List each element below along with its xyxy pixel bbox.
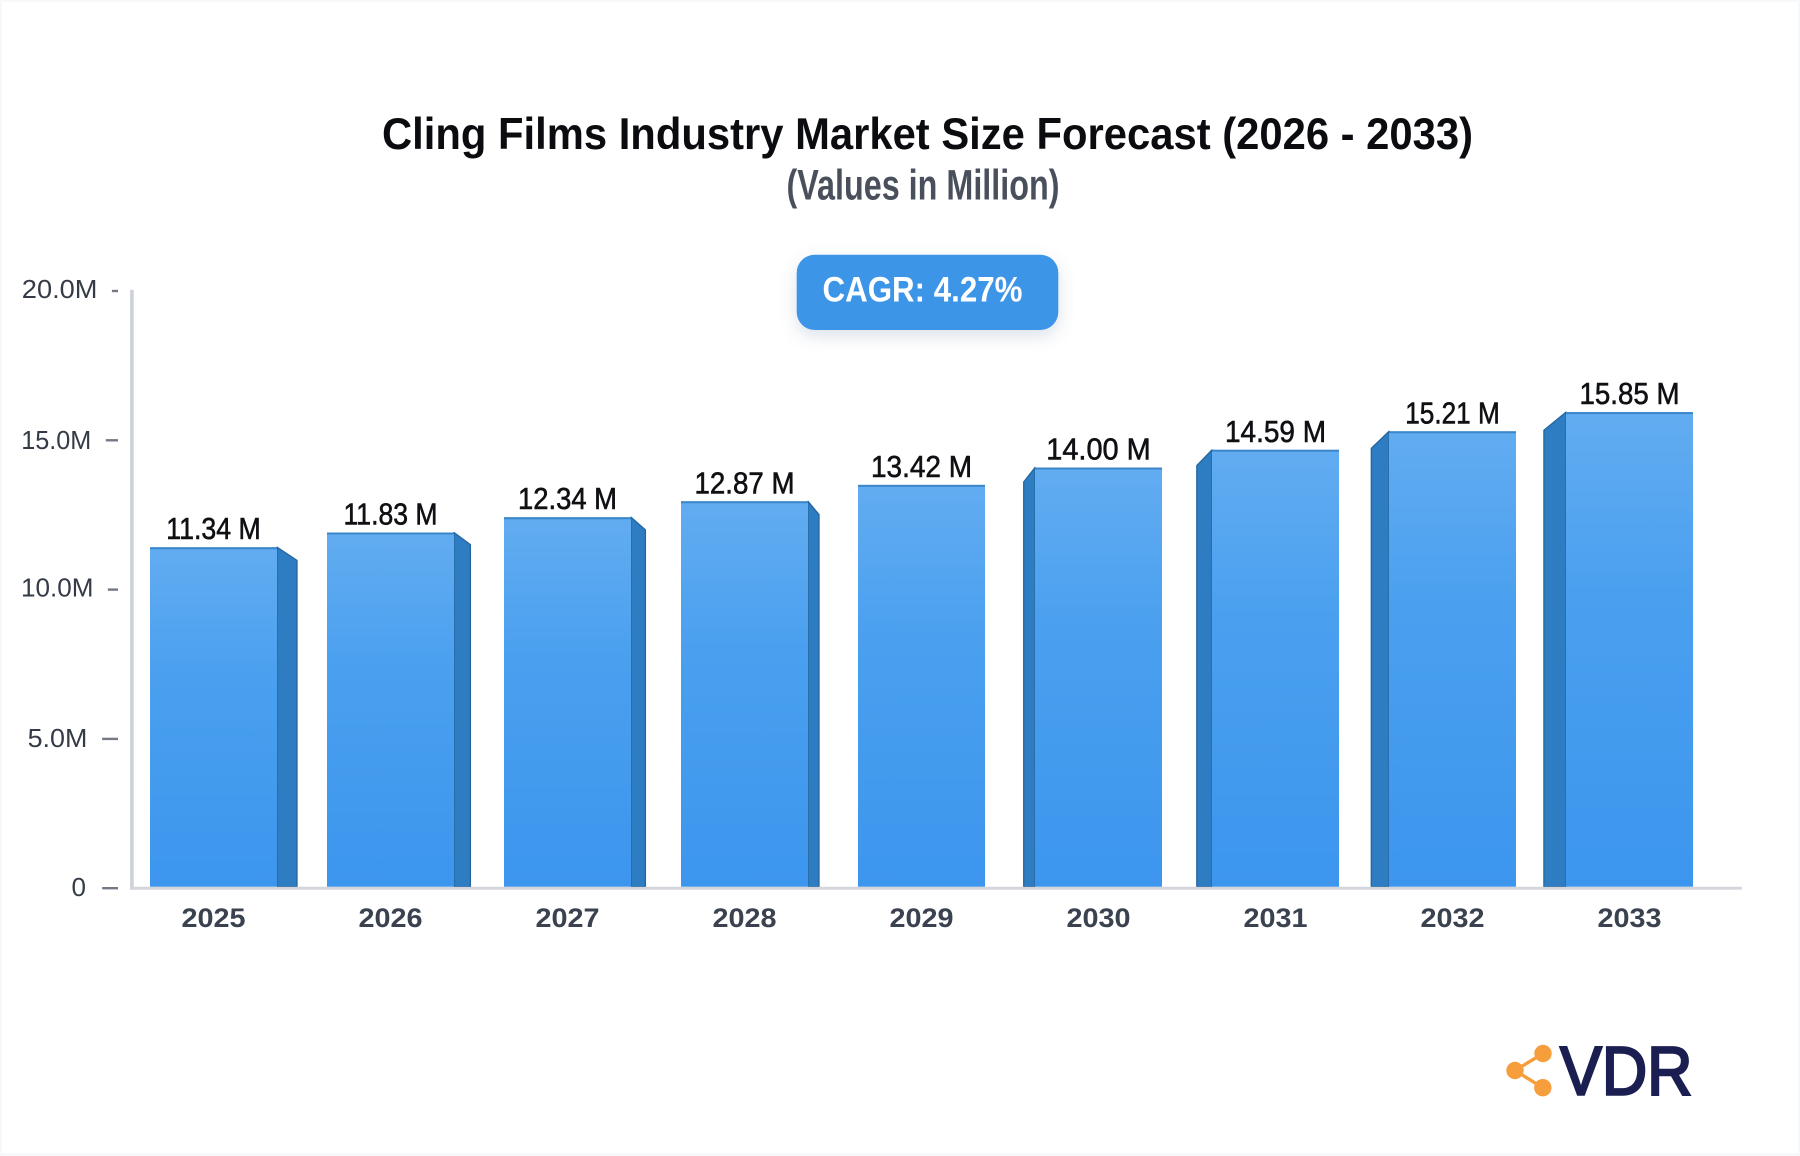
svg-text:10.0M: 10.0M — [21, 573, 94, 603]
svg-text:15.21 M: 15.21 M — [1405, 395, 1500, 430]
svg-text:2032: 2032 — [1421, 903, 1485, 933]
svg-text:5.0M: 5.0M — [28, 723, 88, 753]
svg-text:11.34 M: 11.34 M — [166, 511, 261, 546]
svg-text:13.42 M: 13.42 M — [871, 449, 972, 484]
svg-text:2030: 2030 — [1067, 903, 1131, 933]
svg-text:2025: 2025 — [182, 903, 246, 933]
svg-text:2026: 2026 — [359, 903, 423, 933]
svg-text:0: 0 — [72, 872, 86, 902]
svg-text:11.83 M: 11.83 M — [344, 497, 438, 532]
svg-text:2031: 2031 — [1244, 903, 1308, 933]
svg-text:2027: 2027 — [536, 903, 600, 933]
svg-text:2028: 2028 — [713, 903, 777, 933]
svg-text:12.87 M: 12.87 M — [695, 465, 795, 500]
svg-text:2033: 2033 — [1598, 903, 1662, 933]
svg-text:Cling Films Industry Market Si: Cling Films Industry Market Size Forecas… — [382, 110, 1473, 159]
svg-text:14.00 M: 14.00 M — [1046, 432, 1151, 467]
svg-text:2029: 2029 — [890, 903, 954, 933]
svg-text:CAGR: 4.27%: CAGR: 4.27% — [823, 271, 1023, 310]
svg-text:12.34 M: 12.34 M — [518, 481, 617, 516]
svg-text:(Values in Million): (Values in Million) — [787, 162, 1060, 209]
svg-text:VDR: VDR — [1560, 1032, 1693, 1109]
svg-text:20.0M: 20.0M — [22, 274, 98, 304]
svg-text:14.59 M: 14.59 M — [1225, 414, 1326, 449]
svg-text:15.85 M: 15.85 M — [1580, 376, 1680, 411]
svg-text:15.0M: 15.0M — [21, 425, 91, 455]
